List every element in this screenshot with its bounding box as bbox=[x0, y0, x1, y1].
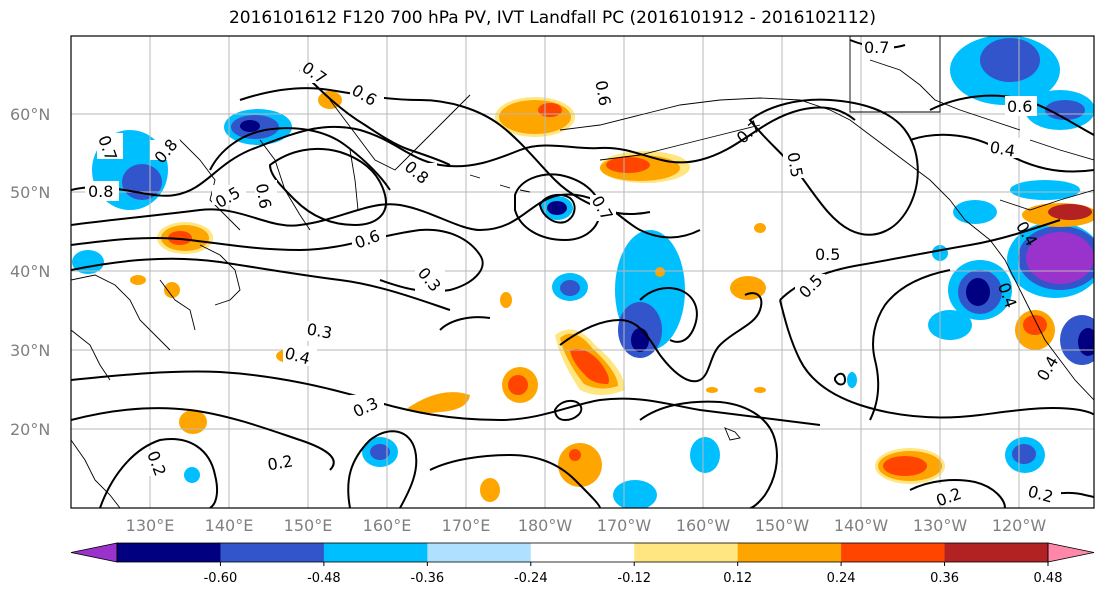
colorbar-swatch bbox=[737, 543, 842, 562]
lat-label: 30°N bbox=[10, 341, 50, 360]
pv-contours bbox=[71, 39, 1094, 508]
lon-label: 140°W bbox=[834, 516, 889, 535]
contour-label: 0.8 bbox=[88, 182, 113, 201]
contour-label: 0.4 bbox=[988, 138, 1016, 161]
lon-label: 170°E bbox=[442, 516, 491, 535]
lon-label: 120°W bbox=[992, 516, 1047, 535]
coastlines bbox=[71, 36, 1094, 508]
colorbar-tick-label: 0.36 bbox=[930, 571, 959, 586]
colorbar-extend-max bbox=[1047, 542, 1095, 563]
colorbar-tick-label: -0.12 bbox=[617, 571, 651, 586]
map-title: 2016101612 F120 700 hPa PV, IVT Landfall… bbox=[228, 8, 876, 28]
lon-label: 180°W bbox=[518, 516, 573, 535]
colorbar-tick-label: 0.24 bbox=[827, 571, 856, 586]
colorbar-swatch bbox=[944, 543, 1049, 562]
colorbar-tick-label: 0.48 bbox=[1034, 571, 1063, 586]
colorbar-swatch bbox=[427, 543, 532, 562]
longitude-labels: 130°E 140°E 150°E 160°E 170°E 180°W 170°… bbox=[126, 516, 1047, 535]
lon-label: 150°W bbox=[755, 516, 810, 535]
lon-label: 130°W bbox=[913, 516, 968, 535]
contour-label: 0.7 bbox=[864, 38, 889, 57]
contour-label: 0.5 bbox=[783, 151, 806, 179]
colorbar-swatch bbox=[220, 543, 325, 562]
colorbar: -0.60 -0.48 -0.36 -0.24 -0.12 0.12 0.24 0.36 0.4… bbox=[70, 542, 1095, 586]
contour-label: 0.6 bbox=[1007, 97, 1032, 116]
lon-label: 160°W bbox=[676, 516, 731, 535]
lat-label: 60°N bbox=[10, 105, 50, 124]
contour-label: 0.2 bbox=[266, 451, 294, 474]
colorbar-swatch bbox=[530, 543, 635, 562]
colorbar-tick-label: -0.24 bbox=[514, 571, 548, 586]
colorbar-tick-label: -0.48 bbox=[307, 571, 341, 586]
colorbar-swatch bbox=[117, 543, 221, 562]
colorbar-extend-min bbox=[70, 542, 118, 563]
contour-label: 0.6 bbox=[591, 79, 614, 107]
lon-label: 140°E bbox=[205, 516, 254, 535]
colorbar-swatch bbox=[841, 543, 946, 562]
colorbar-frame bbox=[116, 542, 1049, 563]
graticule bbox=[71, 36, 1094, 508]
colorbar-swatch bbox=[634, 543, 739, 562]
contour-label: 0.6 bbox=[252, 182, 275, 210]
map-plot-area: 0.7 0.6 0.6 0.8 0.8 0.5 0.6 0.7 0.8 0.6 … bbox=[71, 36, 1094, 508]
lat-label: 20°N bbox=[10, 420, 50, 439]
lat-label: 40°N bbox=[10, 262, 50, 281]
lon-label: 170°W bbox=[597, 516, 652, 535]
plot-frame bbox=[70, 35, 1095, 509]
lon-label: 150°E bbox=[284, 516, 333, 535]
lat-label: 50°N bbox=[10, 183, 50, 202]
lon-label: 130°E bbox=[126, 516, 175, 535]
latitude-labels: 60°N 50°N 40°N 30°N 20°N bbox=[10, 105, 50, 439]
contour-label: 0.3 bbox=[305, 320, 333, 343]
colorbar-swatch bbox=[323, 543, 428, 562]
lon-label: 160°E bbox=[363, 516, 412, 535]
colorbar-tick-label: -0.60 bbox=[204, 571, 238, 586]
contour-label: 0.5 bbox=[815, 245, 840, 264]
colorbar-tick-label: 0.12 bbox=[723, 571, 752, 586]
colorbar-tick-label: -0.36 bbox=[411, 571, 445, 586]
